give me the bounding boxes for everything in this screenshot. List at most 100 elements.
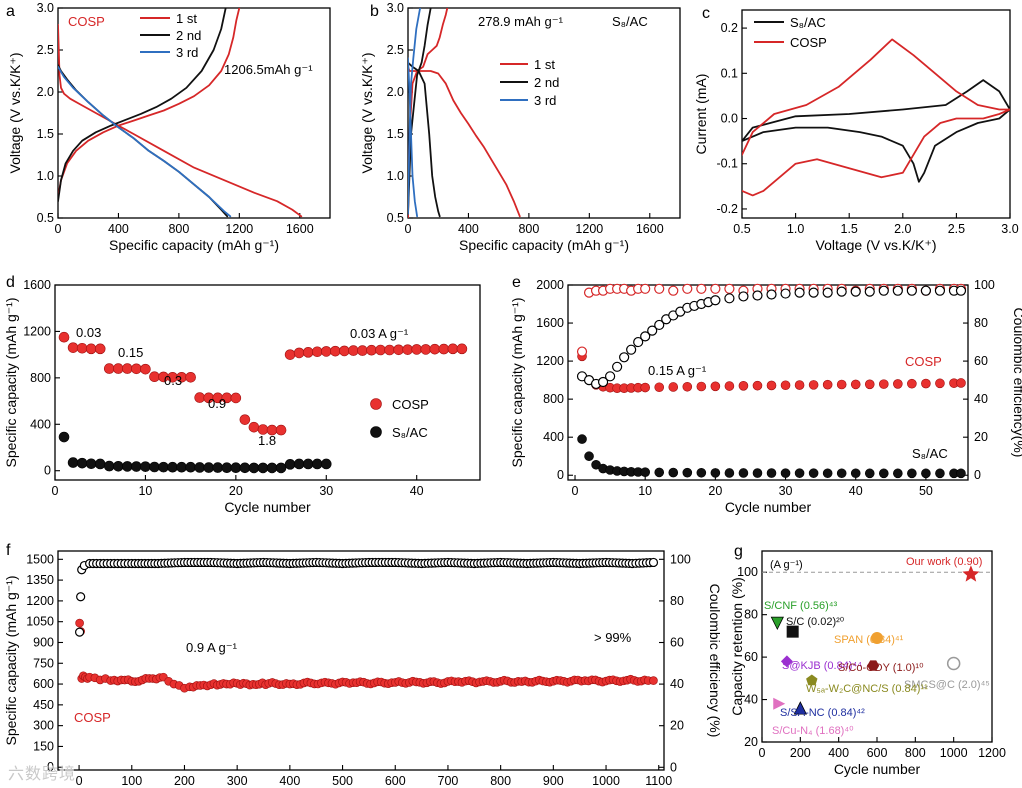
x-tick-label: 100	[121, 774, 142, 788]
x-tick-label: 0	[572, 484, 579, 498]
comparison-point	[793, 701, 807, 715]
x-tick-label: 10	[638, 484, 652, 498]
data-point	[920, 285, 931, 296]
data-point	[284, 349, 296, 360]
y-tick-label: 0	[557, 468, 564, 482]
data-point	[221, 462, 233, 473]
data-point	[766, 289, 777, 300]
data-point	[822, 287, 833, 298]
data-point	[864, 468, 875, 479]
y2-tick-label: 80	[670, 594, 684, 608]
x-tick-label: 600	[867, 746, 888, 760]
data-point	[348, 345, 359, 356]
legend-entry: COSP	[392, 397, 429, 412]
y2-tick-label: 0	[974, 468, 981, 482]
data-point	[668, 285, 679, 296]
series-group	[408, 8, 521, 218]
comparison-point	[871, 632, 883, 645]
series-label: S₈/AC	[912, 446, 948, 461]
x-tick-label: 200	[790, 746, 811, 760]
rate-label: 0.9 A g⁻¹	[186, 640, 238, 655]
data-point	[131, 363, 142, 375]
data-point	[230, 462, 242, 473]
data-point	[75, 627, 85, 637]
data-point	[738, 291, 749, 302]
data-point	[393, 344, 404, 356]
data-point	[230, 392, 242, 404]
point-label: Our work (0.90)	[906, 556, 982, 568]
data-point	[194, 392, 205, 403]
y-tick-label: 1.5	[37, 127, 54, 141]
data-point	[131, 461, 142, 472]
x-axis-title: Cycle number	[834, 761, 921, 777]
data-point	[724, 381, 735, 391]
data-point	[275, 424, 287, 436]
data-point	[724, 283, 735, 294]
y-tick-label: 750	[33, 656, 54, 670]
y2-tick-label: 40	[974, 392, 988, 406]
data-point	[248, 462, 260, 474]
data-point	[447, 343, 459, 355]
x-axis-title: Specific capacity (mAh g⁻¹)	[459, 237, 629, 253]
data-point	[597, 376, 609, 388]
data-point	[808, 287, 819, 298]
comparison-point	[770, 616, 784, 631]
data-point	[668, 382, 679, 392]
data-point	[654, 467, 665, 478]
point-label: W₅ₐ-W₂C@NC/S (0.84)¹¹	[806, 683, 928, 695]
data-point	[75, 618, 84, 628]
y-tick-label: 3.0	[37, 1, 54, 15]
unit-label: (A g⁻¹)	[770, 559, 803, 571]
curve-2nd	[58, 8, 227, 203]
data-point	[682, 283, 693, 294]
data-point	[76, 592, 86, 602]
y-tick-label: 80	[744, 608, 758, 622]
panel-letter-e: e	[512, 274, 521, 291]
rate-label: 0.9	[208, 396, 226, 411]
data-point	[76, 342, 88, 354]
data-point	[654, 382, 665, 393]
x-tick-label: 40	[849, 484, 863, 498]
data-point	[780, 380, 791, 391]
x-tick-label: 40	[410, 484, 424, 498]
x-tick-label: 400	[108, 222, 129, 236]
comparison-point	[780, 655, 793, 668]
x-tick-label: 200	[174, 774, 195, 788]
data-point	[956, 468, 966, 479]
y-tick-label: 1350	[26, 573, 54, 587]
y-axis-title: Voltage (V vs.K/K⁺)	[359, 53, 375, 174]
data-point	[402, 344, 413, 355]
data-point	[112, 461, 124, 472]
y-tick-label: 3.0	[387, 1, 404, 15]
x-tick-label: 0	[759, 746, 766, 760]
panel-f: 0 100 200 300 400 500 600 700 800 900 1000 11000150…	[3, 542, 723, 788]
data-point	[67, 342, 79, 353]
data-point	[850, 468, 861, 479]
data-point	[893, 379, 903, 389]
rate-label: 0.3	[164, 373, 182, 388]
data-point	[907, 378, 917, 389]
data-point	[185, 461, 196, 473]
x-tick-label: 1200	[575, 222, 603, 236]
data-point	[766, 468, 777, 478]
rate-label: 0.15	[118, 345, 143, 360]
data-point	[85, 343, 97, 355]
data-point	[58, 331, 70, 343]
data-point	[384, 344, 395, 356]
data-point	[654, 319, 665, 331]
data-point	[122, 363, 133, 374]
data-point	[420, 344, 432, 355]
x-tick-label: 0	[52, 484, 59, 498]
data-point	[605, 371, 616, 382]
data-point	[648, 557, 659, 568]
y-tick-label: 900	[33, 635, 54, 649]
data-point	[330, 345, 341, 357]
x-tick-label: 30	[779, 484, 793, 498]
x-tick-label: 0	[76, 774, 83, 788]
comparison-point	[962, 565, 980, 582]
curve-1st	[58, 8, 241, 198]
data-point	[76, 457, 88, 469]
x-tick-label: 0	[55, 222, 62, 236]
